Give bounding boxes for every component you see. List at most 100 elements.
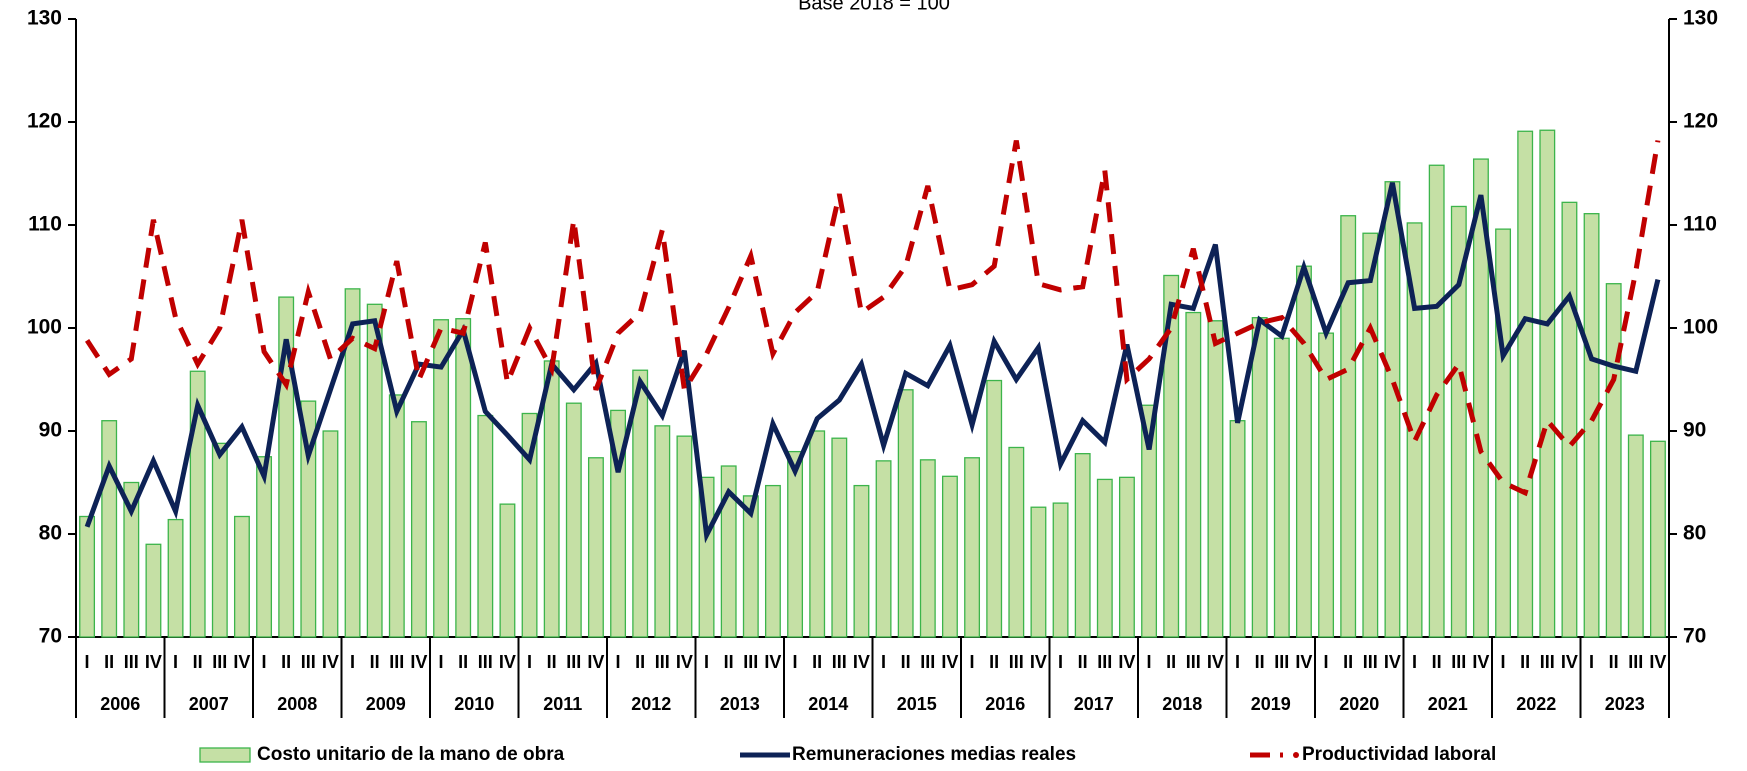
x-tick-label: III: [301, 652, 316, 672]
bar: [1649, 440, 1666, 638]
bar: [1627, 434, 1644, 638]
group-label: 2014: [808, 694, 848, 714]
bar: [742, 495, 759, 638]
y-tick-label: 70: [39, 625, 62, 648]
x-tick-label: IV: [587, 652, 604, 672]
x-tick-label: III: [1363, 652, 1378, 672]
x-tick-label: III: [1186, 652, 1201, 672]
x-tick-label: I: [1058, 652, 1063, 672]
bar: [256, 456, 273, 638]
x-tick-label: IV: [145, 652, 162, 672]
x-tick-label: II: [812, 652, 822, 672]
x-tick-label: III: [389, 652, 404, 672]
x-tick-label: IV: [1472, 652, 1489, 672]
bar: [1583, 213, 1600, 638]
x-tick-label: III: [1097, 652, 1112, 672]
bar: [941, 475, 958, 638]
bar: [366, 303, 383, 638]
x-tick-label: I: [1589, 652, 1594, 672]
bar: [897, 389, 914, 638]
bar: [1384, 181, 1401, 638]
x-tick-label: II: [458, 652, 468, 672]
legend-swatch: [1293, 752, 1299, 758]
bar: [1030, 506, 1047, 638]
bar: [410, 421, 427, 638]
bar: [1362, 232, 1379, 638]
bar: [123, 481, 140, 638]
bar: [1428, 164, 1445, 638]
group-label: 2012: [631, 694, 671, 714]
x-tick-label: III: [920, 652, 935, 672]
x-tick-label: II: [724, 652, 734, 672]
x-tick-label: IV: [410, 652, 427, 672]
x-tick-label: IV: [1649, 652, 1666, 672]
x-tick-label: II: [1609, 652, 1619, 672]
bar: [433, 319, 450, 638]
bar: [809, 430, 826, 638]
bar: [300, 400, 317, 638]
group-label: 2011: [543, 694, 582, 714]
y2-tick-label: 110: [1683, 213, 1717, 236]
x-tick-label: III: [124, 652, 139, 672]
bar: [322, 430, 339, 638]
x-tick-label: I: [616, 652, 621, 672]
bar: [189, 370, 206, 638]
x-tick-label: I: [1147, 652, 1152, 672]
y-tick-label: 120: [27, 110, 62, 133]
x-tick-label: IV: [941, 652, 958, 672]
x-tick-label: I: [439, 652, 444, 672]
x-tick-label: III: [212, 652, 227, 672]
x-tick-label: IV: [853, 652, 870, 672]
bar: [1052, 502, 1069, 638]
x-tick-label: IV: [1384, 652, 1401, 672]
series-line: [85, 140, 1661, 497]
series-line: [84, 182, 1661, 544]
x-tick-label: II: [104, 652, 114, 672]
bar: [1008, 446, 1025, 638]
x-tick-label: II: [635, 652, 645, 672]
bar: [1295, 265, 1312, 638]
x-tick-label: III: [832, 652, 847, 672]
x-tick-label: IV: [676, 652, 693, 672]
bar: [499, 503, 516, 638]
bar: [831, 437, 848, 638]
bar: [1163, 274, 1180, 638]
bar: [919, 459, 936, 638]
bar: [875, 460, 892, 638]
bar: [455, 318, 472, 638]
x-tick-label: III: [1009, 652, 1024, 672]
group-label: 2007: [189, 694, 229, 714]
bar: [720, 465, 737, 638]
x-tick-label: III: [1451, 652, 1466, 672]
x-tick-label: III: [1274, 652, 1289, 672]
x-tick-label: III: [566, 652, 581, 672]
bar: [211, 442, 228, 638]
x-tick-label: IV: [764, 652, 781, 672]
legend-swatch: [199, 747, 251, 763]
group-label: 2016: [985, 694, 1025, 714]
bar: [477, 414, 494, 638]
y2-tick-label: 100: [1683, 316, 1718, 339]
x-tick-label: IV: [1561, 652, 1578, 672]
group-label: 2010: [454, 694, 494, 714]
y-tick-label: 80: [39, 522, 62, 545]
x-tick-label: II: [989, 652, 999, 672]
bar: [521, 412, 538, 638]
group-label: 2013: [720, 694, 760, 714]
y-tick-label: 130: [27, 7, 62, 30]
bar: [986, 379, 1003, 638]
legend-label: Productividad laboral: [1302, 744, 1496, 765]
bar: [543, 360, 560, 638]
bar: [632, 369, 649, 638]
bar: [1495, 228, 1512, 638]
y2-tick-label: 130: [1683, 7, 1718, 30]
bar: [145, 543, 162, 638]
bar: [1118, 476, 1135, 638]
group-label: 2015: [897, 694, 937, 714]
x-tick-label: III: [1628, 652, 1643, 672]
x-tick-label: I: [793, 652, 798, 672]
bar: [233, 515, 250, 638]
group-label: 2018: [1162, 694, 1202, 714]
x-tick-label: I: [970, 652, 975, 672]
